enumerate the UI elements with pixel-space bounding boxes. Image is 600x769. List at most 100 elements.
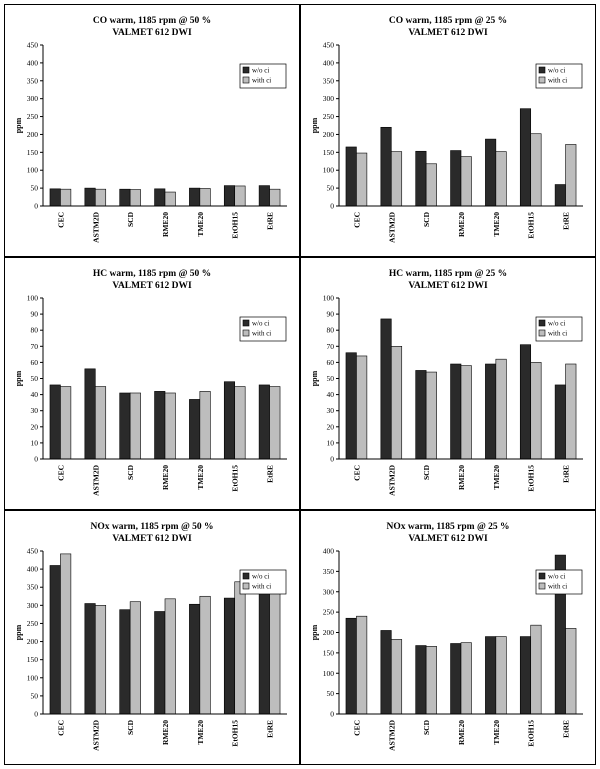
x-tick-label: ASTM2D xyxy=(91,211,100,242)
bar-with-ci xyxy=(234,185,246,207)
y-tick-label: 0 xyxy=(330,202,334,211)
chart-panel-co-50: CO warm, 1185 rpm @ 50 % VALMET 612 DWI 0 5… xyxy=(4,4,300,257)
legend: w/o ci with ci xyxy=(535,63,583,89)
bar-chart: 0 10 20 30 40 50 60 70 80 90 100 ppm CEC ASTM2D SCD RME… xyxy=(14,294,287,496)
y-tick-label: 350 xyxy=(27,583,39,592)
bar-wo-ci xyxy=(189,603,201,715)
bar-wo-ci xyxy=(154,188,166,207)
bar-with-ci xyxy=(460,365,472,460)
y-tick-label: 300 xyxy=(27,94,39,103)
chart-subtitle: VALMET 612 DWI xyxy=(112,281,192,291)
bar-with-ci xyxy=(356,615,368,715)
x-tick-label: EtOH15 xyxy=(231,212,240,239)
bar-with-ci xyxy=(60,188,72,207)
y-tick-label: 150 xyxy=(323,148,335,157)
bar-with-ci xyxy=(495,636,507,715)
bar-with-ci xyxy=(495,358,507,460)
y-tick-label: 250 xyxy=(27,112,39,121)
legend-swatch xyxy=(242,329,250,337)
x-tick-label: RME20 xyxy=(457,212,466,237)
legend-label: with ci xyxy=(548,330,567,338)
y-tick-label: 20 xyxy=(31,422,39,431)
bar-with-ci xyxy=(565,628,577,715)
bar-wo-ci xyxy=(450,643,462,715)
bar-wo-ci xyxy=(258,384,270,460)
y-tick-label: 100 xyxy=(27,294,39,303)
x-tick-label: ASTM2D xyxy=(387,719,396,750)
bar-wo-ci xyxy=(380,318,392,460)
y-axis-label: ppm xyxy=(310,624,319,640)
y-tick-label: 60 xyxy=(327,358,335,367)
bar-with-ci xyxy=(530,133,542,207)
y-axis-label: ppm xyxy=(14,370,23,386)
y-tick-label: 100 xyxy=(27,673,39,682)
bar-wo-ci xyxy=(485,138,497,207)
y-tick-label: 70 xyxy=(327,342,335,351)
bar-wo-ci xyxy=(154,611,166,715)
bar-with-ci xyxy=(234,581,246,715)
y-tick-label: 0 xyxy=(34,455,38,464)
bar-wo-ci xyxy=(345,617,357,715)
y-tick-label: 50 xyxy=(31,691,39,700)
bar-chart: 0 10 20 30 40 50 60 70 80 90 100 ppm CEC ASTM2D SCD RME… xyxy=(310,294,583,496)
x-tick-label: EtRE xyxy=(562,212,571,230)
bar-with-ci xyxy=(129,392,141,460)
bar-chart: 0 50 100 150 200 250 300 350 400 450 ppm CEC ASTM2D S… xyxy=(14,547,287,751)
x-tick-label: RME20 xyxy=(161,212,170,237)
legend-swatch xyxy=(242,66,250,74)
y-tick-label: 400 xyxy=(27,58,39,67)
legend-label: w/o ci xyxy=(252,573,269,581)
x-tick-label: RME20 xyxy=(161,465,170,490)
x-tick-label: CEC xyxy=(56,720,65,736)
legend-label: w/o ci xyxy=(548,573,565,581)
bar-wo-ci xyxy=(450,363,462,460)
x-tick-label: TME20 xyxy=(196,465,205,490)
chart-title: HC warm, 1185 rpm @ 50 % xyxy=(92,269,212,279)
y-tick-label: 200 xyxy=(27,637,39,646)
bar-with-ci xyxy=(129,189,141,207)
y-tick-label: 70 xyxy=(31,342,39,351)
legend-label: w/o ci xyxy=(548,67,565,75)
bar-wo-ci xyxy=(223,185,236,207)
bar-wo-ci xyxy=(189,399,201,460)
bar-with-ci xyxy=(425,646,437,715)
bar-with-ci xyxy=(129,601,141,715)
bar-with-ci xyxy=(234,386,246,460)
x-tick-label: SCD xyxy=(422,464,431,480)
y-tick-label: 450 xyxy=(27,547,39,556)
y-tick-label: 0 xyxy=(34,202,38,211)
x-tick-label: TME20 xyxy=(492,212,501,237)
x-tick-label: EtRE xyxy=(562,720,571,738)
y-tick-label: 400 xyxy=(27,565,39,574)
legend-swatch xyxy=(538,582,546,590)
bar-with-ci xyxy=(60,553,72,715)
x-tick-label: EtOH15 xyxy=(527,720,536,747)
x-tick-label: TME20 xyxy=(196,212,205,237)
x-tick-label: SCD xyxy=(422,719,431,735)
bar-wo-ci xyxy=(223,597,236,715)
x-tick-label: CEC xyxy=(352,212,361,228)
x-tick-label: CEC xyxy=(352,465,361,481)
legend-label: w/o ci xyxy=(548,320,565,328)
chart-panel-nox-25: NOx warm, 1185 rpm @ 25 % VALMET 612 DWI 0… xyxy=(300,510,596,765)
bar-with-ci xyxy=(199,595,211,715)
x-tick-label: CEC xyxy=(56,465,65,481)
bar-wo-ci xyxy=(554,384,566,460)
y-tick-label: 250 xyxy=(323,608,335,617)
x-tick-label: EtOH15 xyxy=(527,212,536,239)
bar-with-ci xyxy=(269,580,281,715)
bar-wo-ci xyxy=(345,352,357,460)
bar-with-ci xyxy=(565,144,577,207)
chart-title: CO warm, 1185 rpm @ 25 % xyxy=(388,16,508,26)
x-tick-label: SCD xyxy=(126,464,135,480)
y-tick-label: 450 xyxy=(323,41,335,50)
y-tick-label: 400 xyxy=(323,58,335,67)
y-axis-label: ppm xyxy=(310,370,319,386)
legend-swatch xyxy=(242,572,250,580)
y-tick-label: 400 xyxy=(323,547,335,556)
legend-label: w/o ci xyxy=(252,320,269,328)
bar-with-ci xyxy=(164,392,176,460)
legend-label: with ci xyxy=(548,77,567,85)
y-tick-label: 100 xyxy=(323,166,335,175)
bar-chart: 0 50 100 150 200 250 300 350 400 ppm CEC ASTM2D SCD R… xyxy=(310,547,583,751)
